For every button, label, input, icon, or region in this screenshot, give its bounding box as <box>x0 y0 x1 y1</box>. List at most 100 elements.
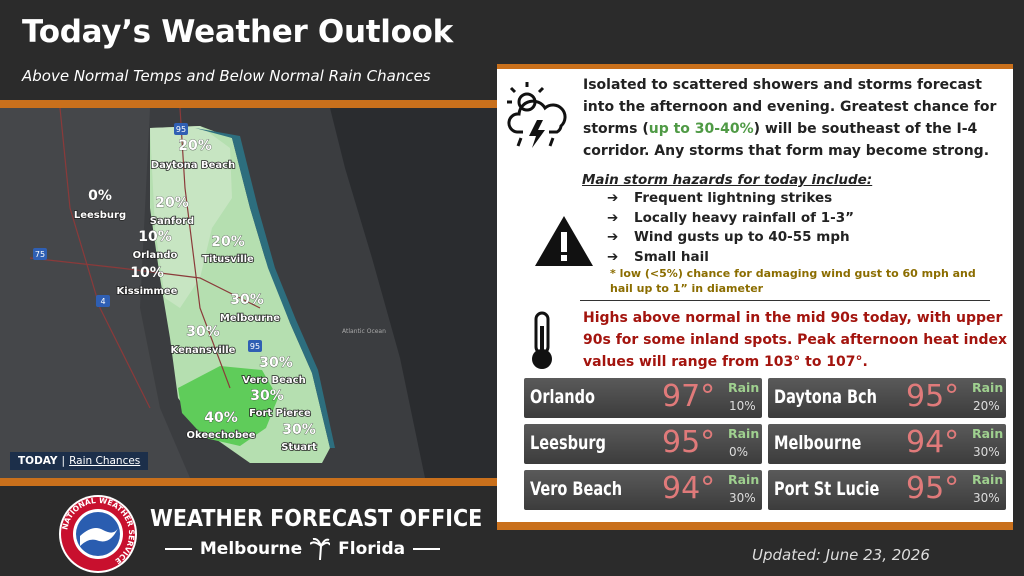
subtitle: Above Normal Temps and Below Normal Rain… <box>22 67 431 85</box>
hazards-list: Frequent lightning strikesLocally heavy … <box>607 189 854 267</box>
city-pct: 30% <box>250 388 284 404</box>
card-rain-label: Rain <box>972 426 1004 441</box>
city-name: Kissimmee <box>117 286 178 297</box>
card-rain: 10% <box>729 399 756 413</box>
city-labels: 20% Daytona Beach 0% Leesburg 20% Sanford 10% O… <box>73 138 318 454</box>
highway-shields: 95 75 4 95 <box>33 123 262 352</box>
header-stripe <box>0 100 497 108</box>
city-name: Vero Beach <box>242 375 305 386</box>
card-rain: 30% <box>973 491 1000 505</box>
card-city: Daytona Bch <box>774 386 878 408</box>
storm-text-b: ) will be southeast of the I-4 corridor.… <box>583 121 990 159</box>
hazard-item: Wind gusts up to 40-55 mph <box>607 228 854 248</box>
city-name: Daytona Beach <box>151 160 235 171</box>
city-card: Melbourne 94° Rain 30% <box>768 424 1006 464</box>
rule <box>413 548 441 550</box>
rain-40 <box>178 366 278 446</box>
card-rain-label: Rain <box>728 380 760 395</box>
card-temp: 95° <box>662 425 716 460</box>
city-name: Kenansville <box>171 345 236 356</box>
card-rain-label: Rain <box>728 472 760 487</box>
rain-20 <box>150 126 232 308</box>
ocean-label: Atlantic Ocean <box>342 328 386 335</box>
hazard-item: Frequent lightning strikes <box>607 189 854 209</box>
city-name: Melbourne <box>220 313 280 324</box>
highway: 95 <box>250 342 260 351</box>
highway: 75 <box>35 250 45 259</box>
card-rain: 30% <box>973 445 1000 459</box>
city-pct: 10% <box>130 265 164 281</box>
card-rain-label: Rain <box>972 380 1004 395</box>
storm-icon <box>507 82 567 148</box>
heat-text: Highs above normal in the mid 90s today,… <box>583 310 1007 370</box>
card-rain: 30% <box>729 491 756 505</box>
divider <box>580 300 990 301</box>
card-city: Melbourne <box>774 432 862 454</box>
city-name: Fort Pierce <box>249 408 311 419</box>
card-city: Orlando <box>530 386 596 408</box>
card-temp: 94° <box>662 471 716 506</box>
shield <box>33 248 47 260</box>
map: 95 75 4 95 Atlantic Ocean 20% Daytona Bea… <box>0 108 497 478</box>
shield <box>248 340 262 352</box>
storm-text: Isolated to scattered showers and storms… <box>583 74 1008 162</box>
highway: 95 <box>176 125 186 134</box>
city-name: Stuart <box>281 442 317 453</box>
card-rain: 20% <box>973 399 1000 413</box>
office-city: Melbourne <box>199 539 303 559</box>
city-name: Okeechobee <box>186 430 255 441</box>
legend-sep: | <box>61 455 66 467</box>
city-pct: 40% <box>204 410 238 426</box>
hazards-note: * low (<5%) chance for damaging wind gus… <box>610 267 976 295</box>
card-rain-label: Rain <box>972 472 1004 487</box>
card-temp: 94° <box>906 425 960 460</box>
storm-text-a: Isolated to scattered showers and storms… <box>583 77 997 137</box>
card-city: Leesburg <box>530 432 606 454</box>
warning-icon <box>535 216 593 266</box>
hazards-heading: Main storm hazards for today include: <box>582 172 873 188</box>
city-pct: 30% <box>259 355 293 371</box>
city-name: Orlando <box>133 250 178 261</box>
city-pct: 20% <box>211 234 245 250</box>
office-name: WEATHER FORECAST OFFICE <box>150 506 483 532</box>
city-pct: 30% <box>186 324 220 340</box>
city-name: Sanford <box>150 216 194 227</box>
title: Today’s Weather Outlook <box>22 14 453 50</box>
city-card: Orlando 97° Rain 10% <box>524 378 762 418</box>
city-pct: 30% <box>230 292 264 308</box>
city-card: Daytona Bch 95° Rain 20% <box>768 378 1006 418</box>
rule <box>165 548 192 550</box>
thermometer-icon <box>532 311 552 369</box>
card-temp: 95° <box>906 379 960 414</box>
office-location: Melbourne Florida <box>165 538 441 560</box>
shield <box>174 123 188 135</box>
city-pct: 0% <box>88 188 112 204</box>
nws-logo: NATIONAL WEATHER SERVICE <box>59 495 137 573</box>
storm-highlight: up to 30-40% <box>648 121 754 137</box>
map-legend: TODAY | Rain Chances <box>10 452 149 470</box>
city-card: Leesburg 95° Rain 0% <box>524 424 762 464</box>
legend-day: TODAY <box>18 455 58 467</box>
city-card: Port St Lucie 95° Rain 30% <box>768 470 1006 510</box>
legend-label: Rain Chances <box>69 455 141 467</box>
roads <box>29 108 261 409</box>
city-card: Vero Beach 94° Rain 30% <box>524 470 762 510</box>
hazard-item: Small hail <box>607 248 854 268</box>
card-city: Vero Beach <box>530 478 623 500</box>
card-city: Port St Lucie <box>774 478 880 500</box>
palm-icon <box>310 538 331 560</box>
card-rain: 0% <box>729 445 749 459</box>
city-pct: 10% <box>138 229 172 245</box>
updated: Updated: June 23, 2026 <box>752 546 930 564</box>
card-temp: 97° <box>662 379 716 414</box>
city-name: Titusville <box>202 254 254 265</box>
city-pct: 30% <box>282 422 316 438</box>
city-pct: 20% <box>155 195 189 211</box>
shield <box>96 295 110 307</box>
city-name: Leesburg <box>74 210 126 221</box>
card-temp: 95° <box>906 471 960 506</box>
highway: 4 <box>100 297 105 306</box>
office-state: Florida <box>338 539 406 559</box>
card-rain-label: Rain <box>728 426 760 441</box>
